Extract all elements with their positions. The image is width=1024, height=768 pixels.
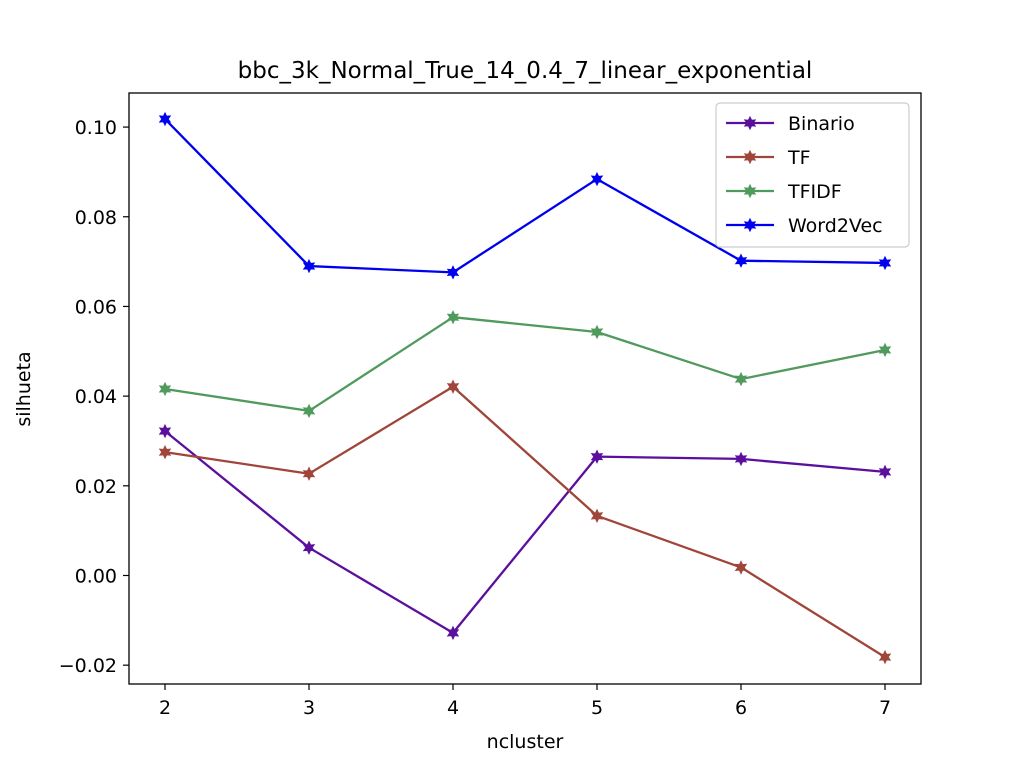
data-point-tf: [734, 560, 748, 575]
y-tick-label: 0.00: [75, 565, 117, 587]
data-point-tf: [878, 649, 892, 665]
data-point-tfidf: [302, 403, 316, 419]
data-point-binario: [590, 449, 604, 464]
x-tick-label: 7: [879, 697, 891, 719]
plot-frame: [128, 92, 922, 685]
x-axis-label: ncluster: [487, 731, 564, 753]
series-line-word2vec: [164, 118, 886, 274]
data-point-binario: [734, 451, 748, 467]
legend-item-tf: TF: [726, 147, 811, 169]
legend-label: TF: [787, 147, 811, 169]
y-tick-label: 0.08: [75, 207, 117, 229]
series-line-binario: [164, 430, 886, 635]
data-point-word2vec: [590, 171, 604, 187]
data-point-tf: [446, 379, 460, 394]
x-tick-label: 5: [591, 697, 603, 719]
y-tick-label: −0.02: [59, 655, 117, 677]
data-point-word2vec: [302, 258, 316, 274]
data-point-binario: [446, 625, 460, 641]
legend-marker: [743, 183, 757, 199]
data-point-binario: [302, 540, 316, 555]
y-axis: −0.02 0.00 0.02 0.04 0.06 0.08 0.10: [59, 117, 129, 677]
data-point-tf: [158, 444, 172, 460]
data-point-tfidf: [590, 324, 604, 340]
legend-marker: [743, 217, 757, 233]
data-point-tfidf: [878, 342, 892, 358]
legend-item-tfidf: TFIDF: [726, 181, 842, 203]
data-point-binario: [878, 464, 892, 480]
data-point-word2vec: [158, 111, 172, 127]
series-line-tfidf: [164, 316, 886, 413]
data-point-word2vec: [446, 265, 460, 280]
data-point-word2vec: [878, 255, 892, 271]
data-point-binario: [158, 423, 172, 439]
legend-label: Word2Vec: [788, 215, 883, 237]
series-line-tf: [164, 385, 886, 659]
data-point-tf: [302, 466, 316, 481]
x-tick-label: 4: [447, 697, 459, 719]
y-tick-label: 0.04: [75, 386, 117, 408]
legend-marker: [743, 115, 757, 131]
series-layer: [158, 111, 892, 665]
data-point-word2vec: [734, 253, 748, 268]
y-axis-label: silhueta: [13, 351, 35, 426]
data-point-tfidf: [446, 310, 460, 325]
legend-item-word2vec: Word2Vec: [726, 215, 883, 237]
chart-title: bbc_3k_Normal_True_14_0.4_7_linear_expon…: [238, 58, 813, 84]
x-tick-label: 6: [735, 697, 747, 719]
legend-label: TFIDF: [787, 181, 842, 203]
y-tick-label: 0.06: [75, 296, 117, 318]
legend-item-binario: Binario: [726, 113, 855, 135]
legend-label: Binario: [788, 113, 855, 135]
legend: Binario TF TFIDF Word2Vec: [715, 102, 910, 248]
y-tick-label: 0.10: [75, 117, 117, 139]
x-axis: 2 3 4 5 6 7: [159, 684, 891, 719]
legend-marker: [743, 149, 757, 165]
data-point-tfidf: [734, 371, 748, 387]
data-point-tfidf: [158, 381, 172, 397]
legend-box: [715, 102, 910, 248]
x-tick-label: 3: [303, 697, 315, 719]
y-tick-label: 0.02: [75, 476, 117, 498]
x-tick-label: 2: [159, 697, 171, 719]
data-point-tf: [590, 508, 604, 524]
